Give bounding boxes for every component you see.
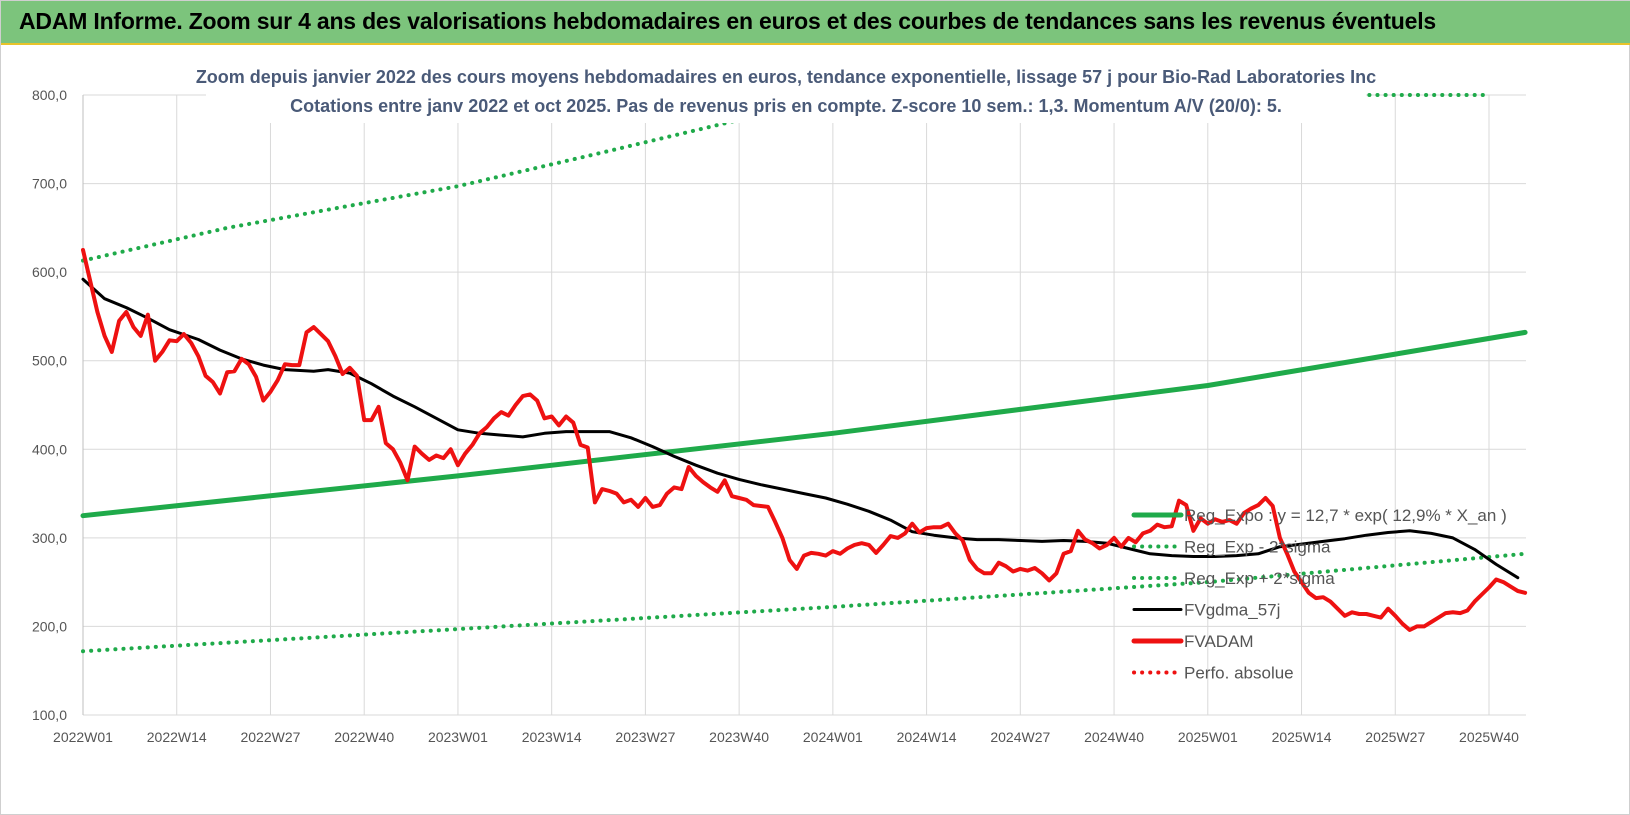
- legend-label: Perfo. absolue: [1184, 664, 1294, 683]
- y-tick-label: 800,0: [32, 87, 67, 103]
- x-axis-tick-labels: 2022W01 2022W14 2022W27 2022W40 2023W01 2023W…: [53, 729, 1519, 745]
- x-tick-label: 2024W27: [990, 729, 1050, 745]
- x-tick-label: 2023W40: [709, 729, 769, 745]
- x-tick-label: 2024W40: [1084, 729, 1144, 745]
- header-title: ADAM Informe. Zoom sur 4 ans des valoris…: [19, 8, 1437, 34]
- y-tick-label: 100,0: [32, 707, 67, 723]
- series-line-reg-exp-2-sigma: [81, 93, 1491, 263]
- x-tick-label: 2025W27: [1365, 729, 1425, 745]
- legend-label: Reg_Exp + 2*sigma: [1184, 569, 1335, 588]
- chart-subtitle: Cotations entre janv 2022 et oct 2025. P…: [290, 96, 1282, 116]
- series-line-reg-exp-2-sigma: [81, 551, 1528, 654]
- x-tick-label: 2023W14: [522, 729, 582, 745]
- y-tick-label: 200,0: [32, 618, 67, 634]
- y-tick-label: 400,0: [32, 441, 67, 457]
- y-axis-tick-labels: 800,0 700,0 600,0 500,0 400,0 300,0 200,0 100,0: [32, 87, 67, 723]
- legend-label: FVgdma_57j: [1184, 601, 1280, 620]
- line-chart: 800,0 700,0 600,0 500,0 400,0 300,0 200,0 100,0…: [32, 59, 1528, 745]
- grid-lines: [82, 94, 1526, 716]
- x-tick-label: 2022W01: [53, 729, 113, 745]
- chart-titles: Zoom depuis janvier 2022 des cours moyen…: [196, 59, 1376, 123]
- x-tick-label: 2024W01: [803, 729, 863, 745]
- chart-title: Zoom depuis janvier 2022 des cours moyen…: [196, 67, 1376, 87]
- series-line-reg-expo-y-12-7-exp-12-9-x-an: [80, 329, 1528, 519]
- title-background: [206, 59, 1366, 123]
- y-tick-label: 600,0: [32, 264, 67, 280]
- series-layer: [80, 93, 1528, 654]
- x-tick-label: 2025W01: [1178, 729, 1238, 745]
- x-tick-label: 2024W14: [897, 729, 957, 745]
- x-tick-label: 2022W27: [240, 729, 300, 745]
- legend-label: Reg_Exp - 2*sigma: [1184, 538, 1331, 557]
- x-tick-label: 2022W14: [147, 729, 207, 745]
- legend: Reg_Expo : y = 12,7 * exp( 12,9% * X_an …: [1131, 506, 1507, 683]
- x-tick-label: 2023W01: [428, 729, 488, 745]
- x-tick-label: 2023W27: [615, 729, 675, 745]
- legend-label: Reg_Expo : y = 12,7 * exp( 12,9% * X_an …: [1184, 506, 1507, 525]
- legend-label: FVADAM: [1184, 632, 1254, 651]
- header-bar: ADAM Informe. Zoom sur 4 ans des valoris…: [1, 1, 1630, 45]
- y-tick-label: 700,0: [32, 176, 67, 192]
- x-tick-label: 2025W40: [1459, 729, 1519, 745]
- series-line-fvadam: [81, 248, 1528, 632]
- y-tick-label: 300,0: [32, 530, 67, 546]
- x-tick-label: 2022W40: [334, 729, 394, 745]
- x-tick-label: 2025W14: [1272, 729, 1332, 745]
- y-tick-label: 500,0: [32, 353, 67, 369]
- series-line-fvgdma-57j: [81, 277, 1520, 580]
